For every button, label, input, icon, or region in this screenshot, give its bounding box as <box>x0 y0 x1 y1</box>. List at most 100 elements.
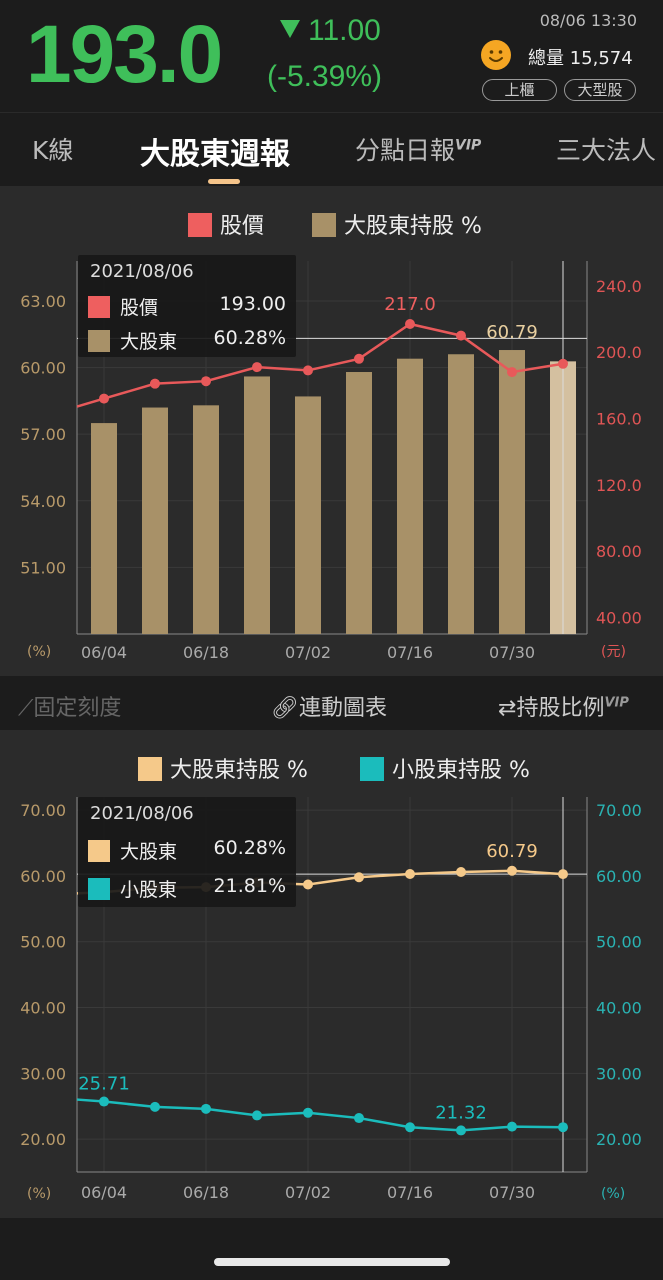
price-point <box>252 362 262 373</box>
tooltip-date: 2021/08/06 <box>90 261 194 282</box>
right-tick-label: 50.00 <box>596 933 642 952</box>
large-holder-point <box>558 869 568 880</box>
small-holder-point <box>201 1103 211 1114</box>
x-tick-label: 07/02 <box>285 643 331 662</box>
cap-badge: 大型股 <box>564 79 636 101</box>
tab-institutional[interactable]: 三大法人 <box>556 136 657 165</box>
price-point <box>201 376 211 387</box>
price-change-value: 11.00 <box>308 14 381 47</box>
max-price-label: 217.0 <box>384 294 436 315</box>
right-tick-label: 240.0 <box>596 277 642 296</box>
x-tick-label: 07/30 <box>489 1183 535 1202</box>
right-tick-label: 160.0 <box>596 409 642 428</box>
right-tick-label: 20.00 <box>596 1130 642 1149</box>
tooltip-row-large: 大股東 <box>88 837 177 864</box>
left-tick-label: 40.00 <box>20 999 66 1018</box>
price-point <box>303 365 313 376</box>
left-tick-label: 70.00 <box>20 801 66 820</box>
right-unit-label: (元) <box>601 644 626 660</box>
left-tick-label: 50.00 <box>20 933 66 952</box>
right-tick-label: 60.00 <box>596 867 642 886</box>
left-tick-label: 51.00 <box>20 558 66 577</box>
small-holder-point <box>252 1110 262 1121</box>
tooltip-row-small: 小股東 <box>88 875 177 902</box>
market-badge: 上櫃 <box>482 79 557 101</box>
right-tick-label: 80.00 <box>596 542 642 561</box>
chart2-tooltip: 2021/08/06 大股東 60.28% 小股東 21.81% <box>78 797 296 907</box>
link-icon: 🔗︎ <box>271 696 299 721</box>
max-holding-label: 60.79 <box>486 322 538 343</box>
active-tab-indicator <box>208 179 240 184</box>
home-indicator[interactable] <box>214 1258 450 1266</box>
holding-bar <box>397 358 423 634</box>
tooltip-value-small: 21.81% <box>213 875 286 897</box>
tooltip-value-holding: 60.28% <box>213 327 286 349</box>
left-tick-label: 63.00 <box>20 292 66 311</box>
left-tick-label: 57.00 <box>20 425 66 444</box>
max-large-label: 60.79 <box>486 841 538 862</box>
trend-icon: ⟋ <box>18 696 34 721</box>
large-holder-point <box>405 868 415 879</box>
quote-header: 193.0 11.00 (-5.39%) 08/06 13:30 總量 15,5… <box>0 0 663 110</box>
x-tick-label: 07/02 <box>285 1183 331 1202</box>
left-tick-label: 60.00 <box>20 359 66 378</box>
x-tick-label: 07/30 <box>489 643 535 662</box>
x-tick-label: 06/18 <box>183 643 229 662</box>
x-tick-label: 07/16 <box>387 1183 433 1202</box>
small-holder-point <box>558 1122 568 1133</box>
right-tick-label: 70.00 <box>596 801 642 820</box>
holding-bar <box>295 396 321 634</box>
left-tick-label: 60.00 <box>20 867 66 886</box>
chart-toolbar: ⟋固定刻度 🔗︎連動圖表 ⇄持股比例VIP <box>0 678 663 728</box>
small-holder-point <box>456 1125 466 1136</box>
large-holder-point <box>303 879 313 890</box>
price-point <box>456 330 466 341</box>
quote-datetime: 08/06 13:30 <box>539 11 637 30</box>
small-holder-point <box>405 1122 415 1133</box>
holding-bar <box>193 405 219 634</box>
legend-small-holders: 小股東持股 % <box>360 752 530 784</box>
price-point <box>405 318 415 329</box>
x-tick-label: 07/16 <box>387 643 433 662</box>
small-holder-point <box>150 1101 160 1112</box>
tab-kline[interactable]: K線 <box>32 136 74 165</box>
left-tick-label: 30.00 <box>20 1064 66 1083</box>
smiley-icon <box>481 40 511 70</box>
linked-chart-button[interactable]: 🔗︎連動圖表 <box>271 696 387 721</box>
price-change-percent: (-5.39%) <box>267 60 383 93</box>
holding-bar <box>142 407 168 634</box>
legend-major-holding: 大股東持股 % <box>312 208 482 240</box>
x-tick-label: 06/18 <box>183 1183 229 1202</box>
price-holding-chart-panel: 股價 大股東持股 % 51.00 54.00 57.00 60.00 63.00 40.0… <box>0 186 663 676</box>
tooltip-date: 2021/08/06 <box>90 803 194 824</box>
right-unit-label: (%) <box>601 1186 625 1202</box>
last-price: 193.0 <box>26 9 223 100</box>
holding-bar <box>346 372 372 634</box>
large-holder-point <box>456 867 466 877</box>
large-holder-point <box>354 872 364 883</box>
right-tick-label: 120.0 <box>596 476 642 495</box>
tooltip-value-large: 60.28% <box>213 837 286 859</box>
holding-bar <box>244 376 270 634</box>
legend-price: 股價 <box>188 208 264 240</box>
holder-comparison-chart-panel: 大股東持股 % 小股東持股 % 20.00 30.00 40.00 50.00 60.0… <box>0 730 663 1218</box>
tooltip-row-price: 股價 <box>88 293 158 320</box>
min-small-label: 21.32 <box>435 1102 487 1123</box>
x-tick-label: 06/04 <box>81 643 127 662</box>
fixed-scale-button[interactable]: ⟋固定刻度 <box>18 696 122 721</box>
holding-bar <box>448 354 474 634</box>
holding-ratio-button[interactable]: ⇄持股比例VIP <box>498 695 629 721</box>
x-tick-label: 06/04 <box>81 1183 127 1202</box>
right-tick-label: 40.00 <box>596 608 642 627</box>
chart1-tooltip: 2021/08/06 股價 193.00 大股東 60.28% <box>78 255 296 357</box>
tab-major-holders-weekly[interactable]: 大股東週報 <box>140 137 290 172</box>
tab-branch-daily[interactable]: 分點日報VIP <box>355 136 482 165</box>
holding-bar <box>91 423 117 634</box>
left-tick-label: 54.00 <box>20 492 66 511</box>
price-change: 11.00 <box>280 14 381 48</box>
price-point <box>507 367 517 378</box>
small-holder-line <box>76 1098 564 1132</box>
left-unit-label: (%) <box>27 1186 51 1202</box>
left-tick-label: 20.00 <box>20 1130 66 1149</box>
price-point <box>354 353 364 364</box>
